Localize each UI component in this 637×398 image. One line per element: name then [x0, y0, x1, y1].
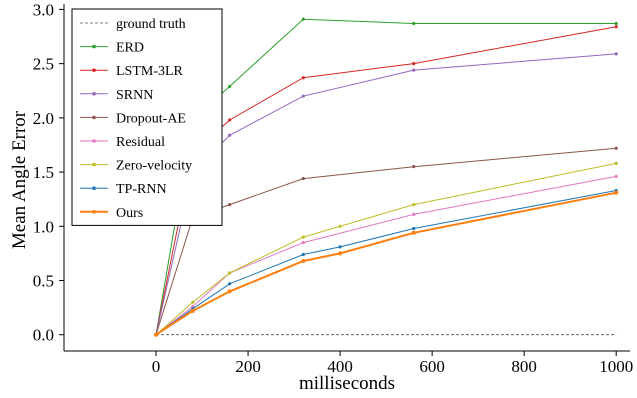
- point-erd: [615, 22, 618, 25]
- point-erd: [228, 85, 231, 88]
- point-ours: [614, 191, 618, 195]
- y-tick-label: 0.5: [33, 272, 54, 291]
- x-axis-label: milliseconds: [299, 373, 395, 394]
- legend-marker-srnn: [92, 92, 96, 96]
- legend-marker-ours: [92, 210, 96, 214]
- legend-marker-erd: [92, 45, 96, 49]
- legend-label-ground-truth: ground truth: [116, 17, 186, 32]
- legend-marker-tp-rnn: [92, 186, 96, 190]
- x-tick-label: 600: [419, 357, 445, 376]
- point-dropout-ae: [412, 165, 415, 168]
- point-zero-velocity: [412, 203, 415, 206]
- legend-label-lstm-3lr: LSTM-3LR: [116, 64, 184, 79]
- point-ours: [228, 289, 232, 293]
- x-tick-label: 200: [235, 357, 261, 376]
- legend-label-residual: Residual: [116, 135, 165, 150]
- point-lstm-3lr: [302, 76, 305, 79]
- point-srnn: [615, 52, 618, 55]
- legend-marker-zero-velocity: [92, 163, 96, 167]
- point-tp-rnn: [302, 253, 305, 256]
- x-tick-label: 800: [511, 357, 537, 376]
- point-lstm-3lr: [615, 25, 618, 28]
- y-tick-label: 2.5: [33, 55, 54, 74]
- y-axis-label: Mean Angle Error: [9, 110, 30, 249]
- series-line-tp-rnn: [156, 191, 616, 335]
- y-tick-label: 0.0: [33, 326, 54, 345]
- point-zero-velocity: [191, 301, 194, 304]
- point-residual: [302, 241, 305, 244]
- series-layer: [154, 18, 618, 337]
- legend-label-erd: ERD: [116, 41, 144, 56]
- legend-label-srnn: SRNN: [116, 88, 153, 103]
- point-ours: [154, 333, 158, 337]
- x-tick-label: 0: [152, 357, 161, 376]
- point-ours: [301, 259, 305, 263]
- point-erd: [412, 22, 415, 25]
- point-ours: [338, 251, 342, 255]
- point-zero-velocity: [615, 162, 618, 165]
- legend-marker-dropout-ae: [92, 116, 96, 120]
- legend-marker-lstm-3lr: [92, 68, 96, 72]
- series-line-ours: [156, 193, 616, 335]
- legend-label-ours: Ours: [116, 206, 143, 221]
- point-residual: [412, 213, 415, 216]
- y-tick-label: 1.0: [33, 217, 54, 236]
- y-tick-label: 1.5: [33, 163, 54, 182]
- y-tick-label: 2.0: [33, 109, 54, 128]
- series-line-lstm-3lr: [156, 27, 616, 335]
- point-tp-rnn: [338, 245, 341, 248]
- point-lstm-3lr: [412, 62, 415, 65]
- point-tp-rnn: [228, 282, 231, 285]
- point-srnn: [228, 134, 231, 137]
- point-tp-rnn: [412, 227, 415, 230]
- legend: ground truth ERD LSTM-3LR SRNN Dropout-AE Res…: [72, 9, 222, 225]
- x-tick-label: 1000: [599, 357, 633, 376]
- legend-label-tp-rnn: TP-RNN: [116, 182, 167, 197]
- point-ours: [412, 231, 416, 235]
- point-zero-velocity: [338, 225, 341, 228]
- point-zero-velocity: [302, 236, 305, 239]
- point-dropout-ae: [228, 203, 231, 206]
- point-srnn: [412, 69, 415, 72]
- point-dropout-ae: [302, 177, 305, 180]
- series-line-srnn: [156, 54, 616, 335]
- point-residual: [615, 175, 618, 178]
- legend-marker-residual: [92, 139, 96, 143]
- point-lstm-3lr: [228, 118, 231, 121]
- legend-label-dropout-ae: Dropout-AE: [116, 111, 186, 126]
- point-erd: [302, 18, 305, 21]
- y-tick-label: 3.0: [33, 0, 54, 19]
- series-line-residual: [156, 176, 616, 334]
- point-ours: [191, 309, 195, 313]
- point-srnn: [302, 95, 305, 98]
- point-zero-velocity: [228, 271, 231, 274]
- legend-label-zero-velocity: Zero-velocity: [116, 159, 192, 174]
- point-dropout-ae: [615, 147, 618, 150]
